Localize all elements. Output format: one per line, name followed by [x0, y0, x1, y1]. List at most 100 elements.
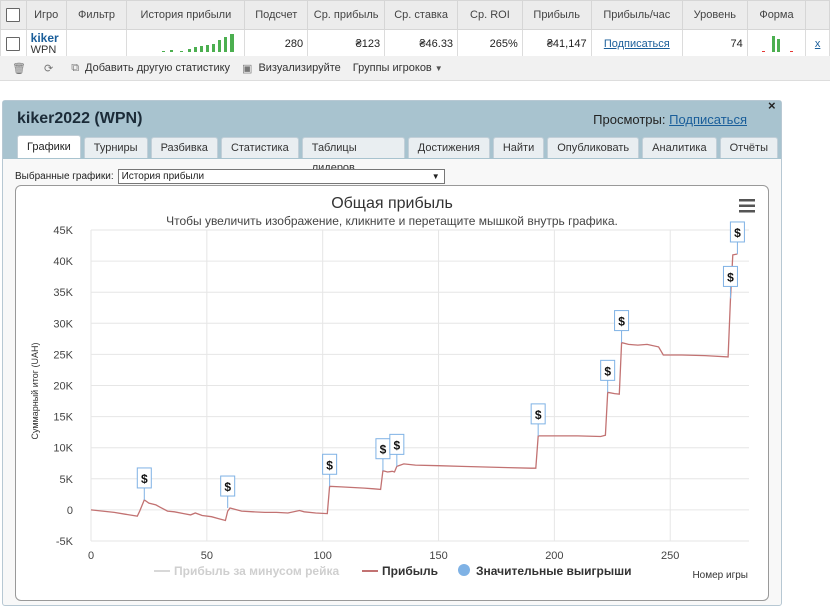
header-level[interactable]: Уровень — [682, 0, 748, 30]
tab-publish[interactable]: Опубликовать — [547, 137, 640, 158]
panel-header: kiker2022 (WPN) Просмотры: Подписаться Г… — [3, 101, 781, 174]
chart-legend: Прибыль за минусом рейка Прибыль Значите… — [154, 564, 632, 578]
player-network: WPN — [30, 43, 57, 56]
header-profit[interactable]: Прибыль — [521, 0, 592, 30]
chevron-down-icon: ▼ — [431, 172, 440, 181]
y-tick-label: -5K — [56, 536, 74, 548]
chart-axes: -5K 0 5K 10K 15K 20K 25K 30K 35K 40K 45K 0 50 100 150 2… — [53, 225, 679, 562]
y-tick-label: 45K — [53, 225, 73, 237]
header-remove — [805, 0, 830, 30]
trash-icon: 🗑 — [12, 62, 26, 75]
y-tick-label: 20K — [53, 381, 73, 393]
x-tick-label: 250 — [661, 550, 679, 562]
external-icon: ⧉ — [71, 61, 80, 74]
legend-item-wins[interactable]: Значительные выигрыши — [458, 564, 632, 578]
chart-selector-dropdown[interactable]: История прибыли ▼ — [117, 169, 445, 184]
dollar-flag-icon[interactable] — [220, 475, 236, 497]
remove-cell[interactable]: x — [805, 29, 830, 58]
header-count[interactable]: Подсчет — [244, 0, 309, 30]
chart-series — [90, 253, 738, 522]
legend-item-profit[interactable]: Прибыль — [362, 564, 438, 578]
dollar-flag-icon[interactable] — [614, 310, 630, 332]
tab-reports[interactable]: Отчёты — [719, 137, 778, 158]
header-filter[interactable]: Фильтр — [65, 0, 128, 30]
views-subscribe-link[interactable]: Подписаться — [669, 112, 747, 127]
filter-cell[interactable] — [65, 29, 128, 58]
x-axis-label: Номер игры — [692, 570, 748, 581]
header-player[interactable]: Игро — [25, 0, 67, 30]
y-tick-label: 30K — [53, 318, 73, 330]
header-avg-roi[interactable]: Ср. ROI — [457, 0, 523, 30]
chart-subtitle: Чтобы увеличить изображение, кликните и … — [166, 214, 618, 228]
profit-history-sparkline — [126, 29, 246, 58]
header-profit-hour[interactable]: Прибыль/час — [590, 0, 684, 30]
dollar-flag-icon[interactable] — [729, 221, 745, 243]
chart-container[interactable]: Общая прибыль Чтобы увеличить изображени… — [15, 185, 769, 601]
dollar-flag-icon[interactable] — [600, 359, 616, 381]
player-groups-dropdown[interactable]: Группы игроков ▼ — [353, 62, 443, 74]
dollar-flag-icon[interactable] — [136, 467, 152, 489]
tab-achievements[interactable]: Достижения — [407, 137, 490, 158]
player-cell[interactable]: kiker WPN — [25, 29, 67, 58]
y-tick-label: 15K — [53, 412, 73, 424]
legend-label-profit: Прибыль — [382, 564, 438, 578]
profit-series-line — [90, 253, 738, 522]
dollar-sign-icon: $ — [535, 408, 542, 422]
tab-leaderboards[interactable]: Таблицы лидеров — [301, 137, 405, 174]
y-tick-label: 25K — [53, 349, 73, 361]
form-cell — [746, 29, 807, 58]
tab-breakdown[interactable]: Разбивка — [150, 137, 218, 158]
header-form[interactable]: Форма — [746, 0, 807, 30]
legend-label-wins: Значительные выигрыши — [476, 564, 632, 578]
legend-item-rake[interactable]: Прибыль за минусом рейка — [154, 564, 339, 578]
profit-hour-cell[interactable]: Подписаться — [590, 29, 684, 58]
row-checkbox[interactable] — [6, 36, 21, 51]
chevron-down-icon: ▼ — [434, 63, 443, 73]
count-cell: 280 — [244, 29, 309, 58]
select-all-cell[interactable] — [0, 0, 27, 30]
profit-hour-subscribe-link[interactable]: Подписаться — [603, 37, 670, 50]
header-profit-history[interactable]: История прибыли — [126, 0, 246, 30]
dollar-sign-icon: $ — [734, 226, 741, 240]
table-row[interactable]: kiker WPN — [0, 29, 830, 58]
legend-dot-icon — [458, 564, 470, 576]
player-name-link[interactable]: kiker — [30, 30, 59, 45]
refresh-button[interactable]: ⟳ — [44, 62, 59, 75]
add-stat-button[interactable]: ⧉ Добавить другую статистику — [71, 62, 230, 75]
dollar-sign-icon: $ — [380, 443, 387, 457]
dollar-flag-icon[interactable] — [722, 265, 738, 287]
tab-tournaments[interactable]: Турниры — [83, 137, 148, 158]
profit-chart[interactable]: Общая прибыль Чтобы увеличить изображени… — [16, 186, 768, 600]
row-checkbox-cell[interactable] — [0, 29, 27, 58]
chart-title: Общая прибыль — [331, 195, 453, 212]
x-tick-label: 0 — [88, 550, 94, 562]
dollar-flag-icon[interactable] — [322, 453, 338, 475]
player-groups-label: Группы игроков — [352, 62, 432, 74]
header-avg-stake[interactable]: Ср. ставка — [384, 0, 459, 30]
y-tick-label: 10K — [53, 443, 73, 455]
dollar-flag-icon[interactable] — [389, 433, 405, 455]
avg-stake-cell: ₴46.33 — [384, 29, 459, 58]
tab-find[interactable]: Найти — [492, 137, 545, 158]
chart-menu-button[interactable] — [738, 198, 756, 214]
stats-table: Игро Фильтр История прибыли Подсчет Ср. … — [0, 0, 830, 58]
visualize-button[interactable]: ▣ Визуализируйте — [242, 62, 341, 75]
y-tick-label: 5K — [60, 474, 74, 486]
tab-analytics[interactable]: Аналитика — [642, 137, 717, 158]
x-tick-label: 200 — [545, 550, 563, 562]
chart-grid — [90, 229, 749, 542]
dollar-flag-icon[interactable] — [530, 403, 546, 425]
tab-charts[interactable]: Графики — [17, 135, 81, 158]
tab-statistics[interactable]: Статистика — [220, 137, 299, 158]
hamburger-icon — [739, 199, 755, 202]
header-avg-profit[interactable]: Ср. прибыль — [307, 0, 386, 30]
avg-profit-cell: ₴123 — [307, 29, 386, 58]
select-all-checkbox[interactable] — [6, 8, 21, 22]
image-icon: ▣ — [242, 62, 253, 75]
x-tick-label: 150 — [429, 550, 447, 562]
level-cell: 74 — [682, 29, 748, 58]
avg-roi-cell: 265% — [457, 29, 523, 58]
remove-row-link[interactable]: x — [814, 37, 821, 50]
delete-button[interactable]: 🗑 — [12, 62, 32, 75]
close-icon[interactable]: × — [768, 98, 776, 113]
